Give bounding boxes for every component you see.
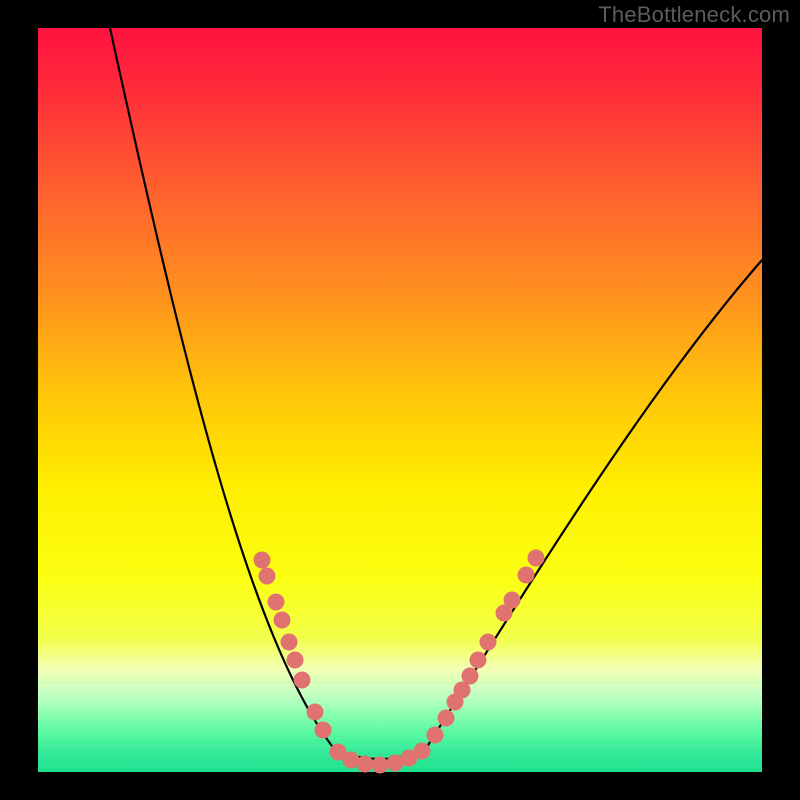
data-marker [427,727,444,744]
bottleneck-chart [0,0,800,800]
data-marker [294,672,311,689]
data-marker [518,567,535,584]
data-marker [281,634,298,651]
data-marker [259,568,276,585]
data-marker [470,652,487,669]
data-marker [372,757,389,774]
data-marker [307,704,324,721]
data-marker [528,550,545,567]
data-marker [254,552,271,569]
data-marker [504,592,521,609]
data-marker [274,612,291,629]
data-marker [462,668,479,685]
chart-container: TheBottleneck.com [0,0,800,800]
data-marker [438,710,455,727]
data-marker [268,594,285,611]
data-marker [480,634,497,651]
data-marker [414,743,431,760]
watermark-label: TheBottleneck.com [598,2,790,28]
data-marker [287,652,304,669]
data-marker [315,722,332,739]
data-marker [357,756,374,773]
